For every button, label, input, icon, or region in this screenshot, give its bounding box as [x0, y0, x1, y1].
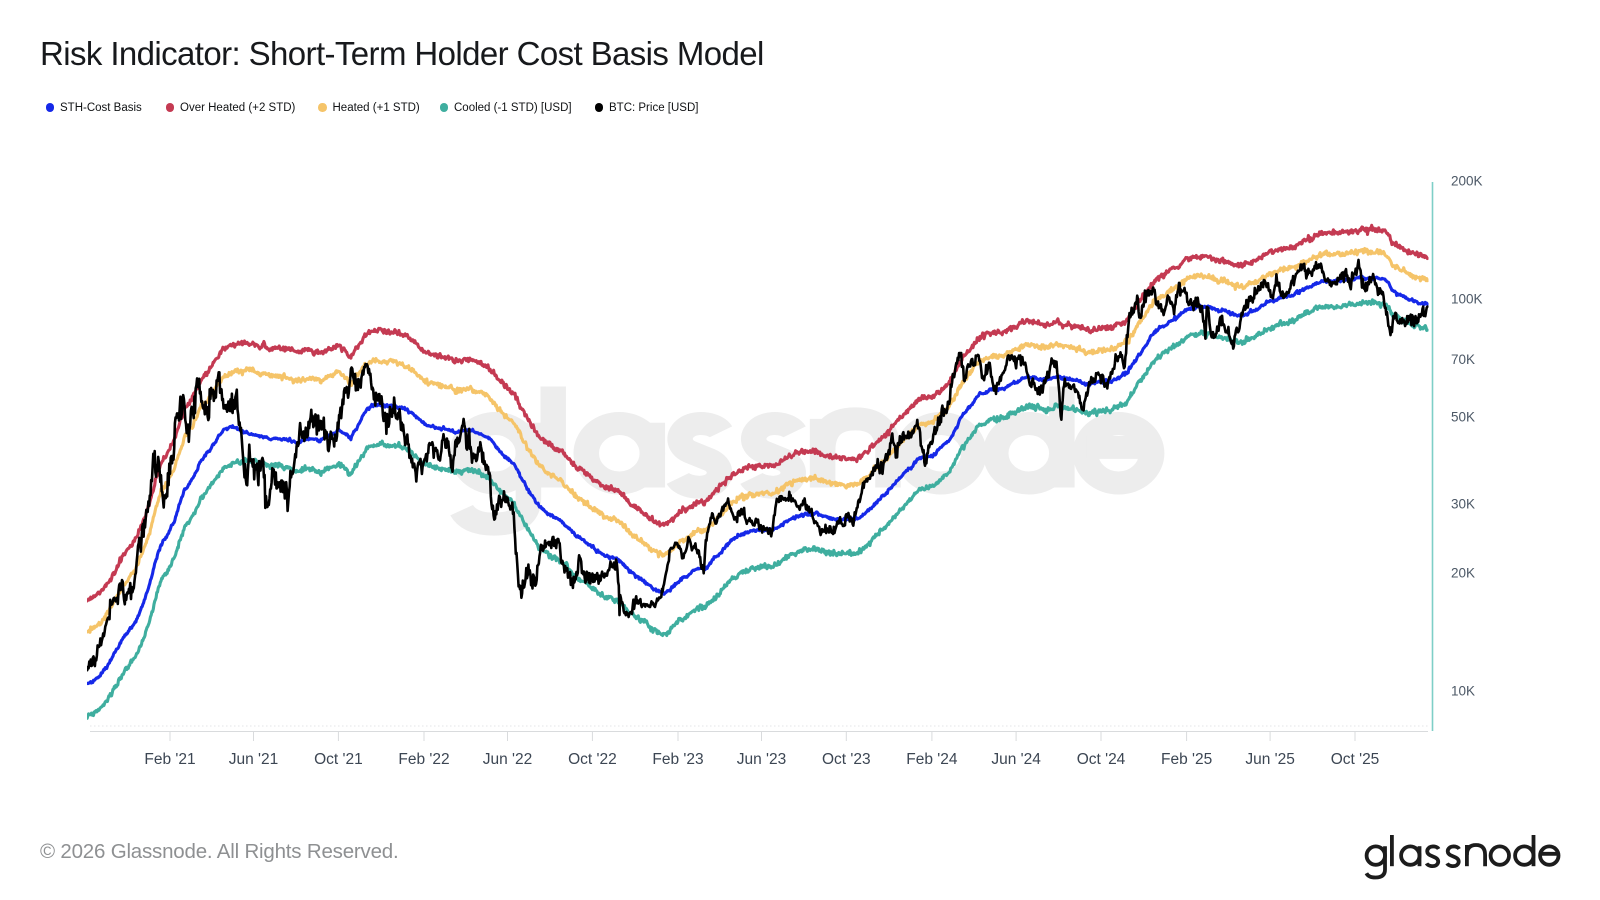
- svg-text:Oct '24: Oct '24: [1077, 751, 1126, 768]
- svg-text:10K: 10K: [1451, 684, 1475, 699]
- svg-text:Feb '24: Feb '24: [906, 751, 958, 768]
- svg-text:50K: 50K: [1451, 410, 1475, 425]
- svg-text:Jun '25: Jun '25: [1245, 751, 1295, 768]
- svg-text:Feb '22: Feb '22: [398, 751, 449, 768]
- svg-text:20K: 20K: [1451, 566, 1475, 581]
- svg-text:30K: 30K: [1451, 497, 1475, 512]
- svg-text:Jun '21: Jun '21: [229, 751, 279, 768]
- svg-text:Oct '25: Oct '25: [1331, 751, 1380, 768]
- svg-text:70K: 70K: [1451, 352, 1475, 367]
- svg-text:Feb '25: Feb '25: [1161, 751, 1212, 768]
- svg-text:Jun '22: Jun '22: [483, 751, 533, 768]
- svg-text:Feb '21: Feb '21: [144, 751, 195, 768]
- svg-text:Oct '23: Oct '23: [822, 751, 871, 768]
- svg-text:Oct '22: Oct '22: [568, 751, 617, 768]
- svg-text:Feb '23: Feb '23: [652, 751, 703, 768]
- svg-text:Jun '23: Jun '23: [737, 751, 787, 768]
- svg-text:200K: 200K: [1451, 174, 1483, 189]
- svg-text:100K: 100K: [1451, 292, 1483, 307]
- svg-text:Jun '24: Jun '24: [991, 751, 1041, 768]
- svg-text:Oct '21: Oct '21: [314, 751, 363, 768]
